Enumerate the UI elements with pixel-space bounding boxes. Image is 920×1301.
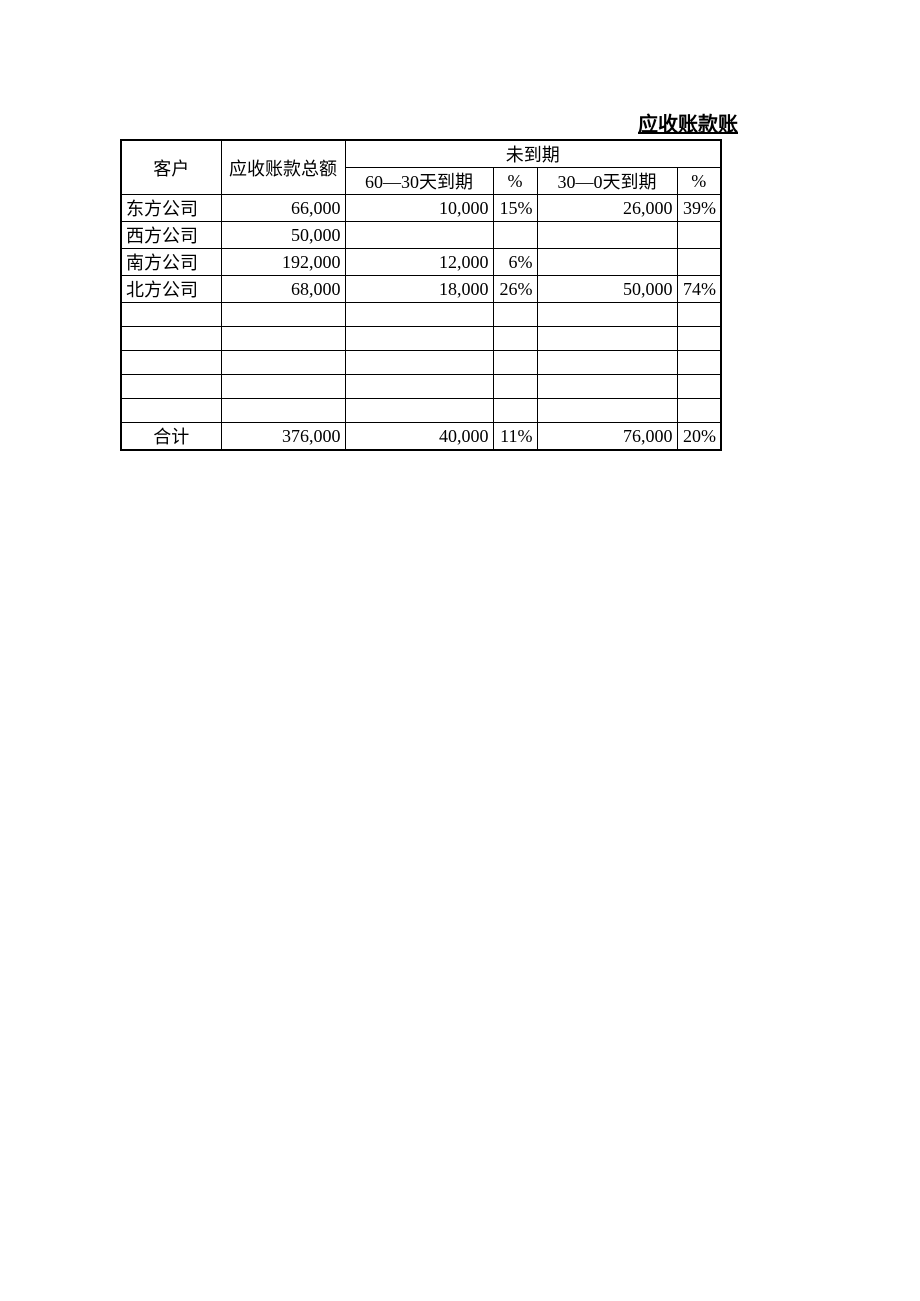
th-total: 应收账款总额 (221, 140, 345, 195)
cell-total: 192,000 (221, 249, 345, 276)
th-30-0: 30—0天到期 (537, 168, 677, 195)
cell-total (221, 327, 345, 351)
cell-a1 (345, 222, 493, 249)
cell-total: 66,000 (221, 195, 345, 222)
cell-p2 (677, 303, 721, 327)
cell-customer: 南方公司 (121, 249, 221, 276)
cell-a1 (345, 351, 493, 375)
cell-customer (121, 327, 221, 351)
table-row (121, 327, 721, 351)
cell-p2 (677, 222, 721, 249)
cell-customer (121, 351, 221, 375)
cell-customer: 北方公司 (121, 276, 221, 303)
cell-p1: 26% (493, 276, 537, 303)
cell-p1 (493, 351, 537, 375)
table-row (121, 351, 721, 375)
cell-a2 (537, 249, 677, 276)
cell-total (221, 351, 345, 375)
table-row: 东方公司 66,000 10,000 15% 26,000 39% (121, 195, 721, 222)
cell-a1 (345, 327, 493, 351)
cell-customer (121, 399, 221, 423)
cell-total (221, 399, 345, 423)
cell-p2 (677, 327, 721, 351)
cell-total: 68,000 (221, 276, 345, 303)
table-row (121, 375, 721, 399)
cell-a2 (537, 351, 677, 375)
cell-total-p2: 20% (677, 423, 721, 451)
cell-a2: 26,000 (537, 195, 677, 222)
cell-customer: 西方公司 (121, 222, 221, 249)
cell-total: 50,000 (221, 222, 345, 249)
th-60-30: 60—30天到期 (345, 168, 493, 195)
th-pct2: % (677, 168, 721, 195)
cell-p1: 6% (493, 249, 537, 276)
table-row: 南方公司 192,000 12,000 6% (121, 249, 721, 276)
cell-a2 (537, 303, 677, 327)
cell-a1: 12,000 (345, 249, 493, 276)
cell-a2 (537, 222, 677, 249)
cell-p1 (493, 222, 537, 249)
cell-p2 (677, 375, 721, 399)
cell-a2 (537, 375, 677, 399)
cell-total-label: 合计 (121, 423, 221, 451)
cell-p1 (493, 327, 537, 351)
cell-p1 (493, 303, 537, 327)
table-row: 西方公司 50,000 (121, 222, 721, 249)
cell-p2 (677, 249, 721, 276)
th-pct1: % (493, 168, 537, 195)
cell-p2 (677, 399, 721, 423)
table-row (121, 303, 721, 327)
cell-a2 (537, 327, 677, 351)
cell-customer: 东方公司 (121, 195, 221, 222)
th-group-notdue: 未到期 (345, 140, 721, 168)
cell-a1 (345, 303, 493, 327)
cell-a1: 10,000 (345, 195, 493, 222)
cell-total (221, 375, 345, 399)
cell-p2: 74% (677, 276, 721, 303)
th-customer: 客户 (121, 140, 221, 195)
table-row-total: 合计 376,000 40,000 11% 76,000 20% (121, 423, 721, 451)
cell-p2: 39% (677, 195, 721, 222)
cell-total-sum: 376,000 (221, 423, 345, 451)
receivables-table: 客户 应收账款总额 未到期 60—30天到期 % 30—0天到期 % 东方公司 … (120, 139, 722, 451)
cell-p1: 15% (493, 195, 537, 222)
cell-total (221, 303, 345, 327)
cell-a1: 18,000 (345, 276, 493, 303)
cell-p2 (677, 351, 721, 375)
cell-p1 (493, 375, 537, 399)
cell-customer (121, 303, 221, 327)
cell-a2: 50,000 (537, 276, 677, 303)
page-title: 应收账款账 (638, 108, 920, 137)
cell-a1 (345, 375, 493, 399)
cell-total-p1: 11% (493, 423, 537, 451)
cell-total-a2: 76,000 (537, 423, 677, 451)
table-row: 北方公司 68,000 18,000 26% 50,000 74% (121, 276, 721, 303)
cell-customer (121, 375, 221, 399)
table-row (121, 399, 721, 423)
cell-a1 (345, 399, 493, 423)
cell-p1 (493, 399, 537, 423)
cell-total-a1: 40,000 (345, 423, 493, 451)
cell-a2 (537, 399, 677, 423)
